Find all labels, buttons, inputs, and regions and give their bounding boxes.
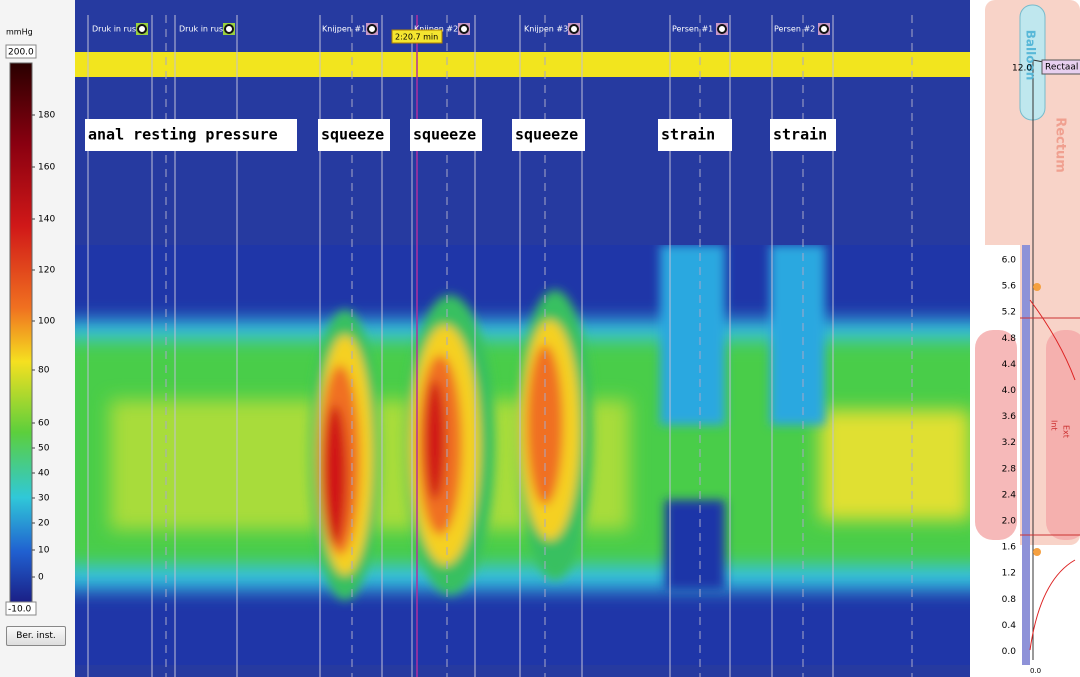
marker [1033,548,1041,556]
depth-tick-label: 1.2 [1002,569,1016,579]
depth-tick-label: 2.0 [1002,517,1017,527]
heatmap [60,245,990,665]
depth-tick-label: 5.6 [1002,282,1017,292]
depth-tick-label: 0.0 [1002,647,1017,657]
heat-band [820,410,970,520]
event-icon [820,25,828,33]
axis-min: 0.0 [1030,667,1041,675]
scale-tick-label: 30 [38,494,50,504]
scale-min: -10.0 [8,605,32,615]
event-label: Druk in rus [179,25,223,34]
strain-gap [665,500,725,590]
scale-tick-label: 80 [38,366,50,376]
event-label: Druk in rus [92,25,136,34]
rectum-label: Rectum [1053,117,1068,173]
manometry-view: mmHg200.0180160140120100806050403020100-… [0,0,1080,677]
depth-tick-label: 2.4 [1002,490,1017,500]
depth-tick-label: 0.8 [1002,595,1017,605]
scale-tick-label: 180 [38,111,55,121]
depth-tick-label: 4.8 [1002,334,1017,344]
ext-label: Ext [1062,425,1071,438]
scale-tick-label: 140 [38,215,55,225]
event-icon [368,25,376,33]
event-icon [138,25,146,33]
scale-tick-label: 40 [38,469,50,479]
event-label: Persen #1 [672,25,713,34]
event-label: Knijpen #3 [524,25,568,34]
depth-tick-label: 5.2 [1002,308,1016,318]
scale-tick-label: 120 [38,266,55,276]
annotation: squeeze [321,126,384,144]
annotation: squeeze [515,126,578,144]
channel-label: Rectaal [1045,63,1078,73]
scale-tick-label: 50 [38,444,50,454]
page: mmHg200.0180160140120100806050403020100-… [0,0,1080,677]
depth-bar [1022,245,1030,665]
depth-tick-label: 3.2 [1002,438,1016,448]
balloon-band [75,52,970,77]
scale-max: 200.0 [8,48,34,58]
scale-tick-label: 0 [38,573,44,583]
color-bar [10,63,32,606]
depth-tick-label: 4.4 [1002,360,1017,370]
scale-tick-label: 100 [38,317,55,327]
scale-tick-label: 10 [38,546,50,556]
depth-tick-label: 4.0 [1002,386,1017,396]
annotation: anal resting pressure [88,126,278,144]
time-cursor-label: 2:20.7 min [395,33,438,42]
depth-tick-label: 1.6 [1002,543,1017,553]
annotation: strain [661,126,715,144]
scale-tick-label: 60 [38,419,50,429]
depth-tick-label: 2.8 [1002,464,1017,474]
depth-tick-label: 3.6 [1002,412,1017,422]
reset-button[interactable]: Ber. inst. [6,626,66,646]
annotation: squeeze [413,126,476,144]
event-label: Persen #2 [774,25,815,34]
event-icon [718,25,726,33]
depth-tick-label: 0.4 [1002,621,1017,631]
depth-tick-label: 6.0 [1002,256,1017,266]
marker [1033,283,1041,291]
strain-plume [770,245,825,425]
event-icon [570,25,578,33]
event-icon [460,25,468,33]
event-icon [225,25,233,33]
scale-tick-label: 20 [38,519,50,529]
scale-tick-label: 160 [38,163,55,173]
scale-unit: mmHg [6,28,33,37]
int-label: Int [1050,420,1059,431]
event-label: Knijpen #1 [322,25,366,34]
annotation: strain [773,126,827,144]
balloon-depth: 12.0 [1012,64,1032,74]
